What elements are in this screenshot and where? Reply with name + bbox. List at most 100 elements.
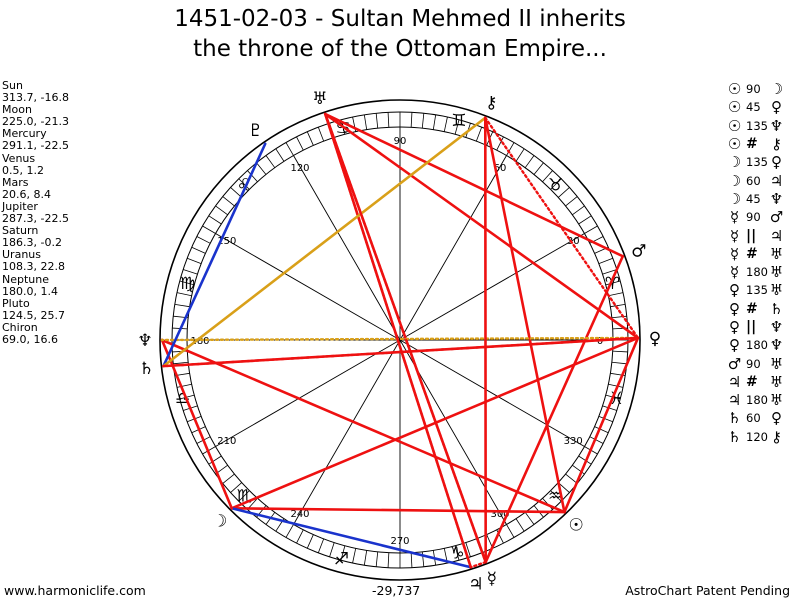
aspect-value: #: [746, 300, 758, 317]
tick-mark: [176, 383, 192, 388]
tick-mark: [238, 178, 250, 190]
degree-label: 240: [290, 509, 309, 520]
planet-glyph-jupiter: ♃: [468, 574, 483, 594]
aspect-value: 60: [746, 173, 761, 188]
aspect-line: [162, 336, 640, 368]
tick-mark: [454, 119, 460, 135]
aspect-value: #: [746, 373, 758, 390]
aspect-row: ☿ # ♅: [726, 245, 785, 263]
aspect-planet2-glyph: ♀: [771, 153, 782, 172]
tick-mark: [275, 148, 285, 162]
tick-mark: [176, 292, 192, 297]
aspect-line: [160, 336, 640, 342]
tick-mark: [578, 455, 592, 465]
tick-mark: [602, 269, 617, 275]
tick-mark: [247, 170, 258, 182]
tick-mark: [410, 112, 413, 128]
tick-mark: [340, 545, 346, 561]
position-name: Mars: [2, 175, 29, 189]
tick-mark: [443, 116, 448, 132]
tick-mark: [215, 205, 228, 216]
website-link[interactable]: www.harmoniclife.com: [4, 583, 146, 598]
tick-mark: [589, 436, 604, 444]
position-coords: 291.1, -22.5: [2, 139, 69, 153]
tick-mark: [352, 548, 357, 564]
aspect-value: 135: [746, 283, 768, 298]
aspect-planet1-glyph: ☉: [727, 98, 742, 117]
degree-label: 30: [567, 236, 580, 247]
tick-mark: [191, 246, 206, 254]
aspect-planet2-glyph: ⚷: [771, 427, 782, 446]
aspect-planet1-glyph: ☿: [729, 263, 740, 282]
aspect-value: 180: [746, 265, 768, 280]
spoke-line: [215, 233, 401, 341]
sign-glyph: ♊: [451, 111, 466, 131]
sign-glyph: ♎: [175, 389, 190, 409]
aspect-planet1-glyph: ♂: [727, 354, 742, 373]
position-name: Venus: [2, 151, 36, 165]
aspect-planet2-glyph: ♅: [769, 372, 784, 391]
position-name: Saturn: [2, 224, 39, 238]
aspect-line: [324, 112, 487, 564]
tick-mark: [572, 205, 585, 216]
aspect-planet2-glyph: ☽: [769, 80, 784, 99]
aspect-value: 60: [746, 411, 761, 426]
tick-mark: [208, 215, 222, 225]
position-coords: 313.7, -16.8: [2, 91, 69, 105]
aspect-value: ||: [746, 227, 757, 244]
tick-mark: [598, 415, 613, 423]
aspect-planet1-glyph: ♀: [729, 281, 740, 300]
tick-mark: [222, 473, 235, 484]
sign-glyph: ♑: [449, 544, 464, 564]
tick-mark: [173, 361, 189, 365]
sign-glyph: ♉: [548, 175, 563, 195]
position-coords: 180.0, 1.4: [2, 284, 58, 298]
tick-mark: [296, 136, 304, 151]
degree-label: 90: [394, 136, 407, 147]
tick-mark: [608, 292, 624, 297]
aspect-line: [162, 116, 487, 368]
tick-mark: [256, 162, 267, 175]
tick-mark: [550, 490, 562, 502]
aspect-line: [230, 506, 473, 569]
aspect-row: ☉ 45 ♀: [726, 98, 785, 116]
aspect-planet2-glyph: ♂: [769, 208, 784, 227]
aspect-planet2-glyph: ♅: [769, 354, 784, 373]
degree-label: 150: [217, 236, 236, 247]
planet-glyph-uranus: ♅: [312, 89, 327, 109]
aspect-line: [484, 254, 625, 564]
tick-mark: [410, 552, 413, 568]
aspect-line: [160, 338, 566, 514]
chart-title: 1451-02-03 - Sultan Mehmed II inherits: [174, 6, 626, 32]
tick-mark: [610, 303, 626, 308]
sign-glyph: ♐: [334, 549, 349, 569]
aspect-value: ||: [746, 319, 757, 335]
planet-glyphs: ☉ ☽ ☿ ♀ ♂ ♃ ♄ ♅ ♆ ♇ ⚷: [137, 89, 661, 595]
aspect-value: 45: [746, 100, 761, 115]
tick-mark: [506, 142, 515, 156]
tick-mark: [612, 350, 628, 353]
degree-label: 330: [564, 436, 583, 447]
position-name: Neptune: [2, 272, 50, 286]
planet-glyph-sun: ☉: [569, 515, 584, 535]
aspect-planet1-glyph: ☉: [727, 135, 742, 154]
tick-mark: [363, 114, 368, 130]
planet-glyph-chiron: ⚷: [485, 93, 497, 113]
position-name: Chiron: [2, 320, 38, 334]
sign-glyph: ♓: [609, 389, 624, 409]
tick-mark: [515, 148, 525, 162]
planet-glyph-pluto: ♇: [248, 121, 263, 141]
tick-mark: [317, 127, 325, 142]
tick-mark: [187, 257, 202, 265]
aspect-planet1-glyph: ☽: [727, 153, 742, 172]
aspect-value: #: [746, 136, 758, 153]
aspect-planet1-glyph: ♀: [729, 336, 740, 355]
aspect-planet2-glyph: ♅: [769, 281, 784, 300]
aspect-value: 90: [746, 82, 761, 97]
aspect-row: ☉ 135 ♆: [726, 117, 785, 135]
tick-mark: [208, 455, 222, 465]
aspect-planet2-glyph: ♅: [769, 244, 784, 263]
degree-label: 0: [597, 336, 603, 347]
tick-mark: [306, 131, 314, 146]
